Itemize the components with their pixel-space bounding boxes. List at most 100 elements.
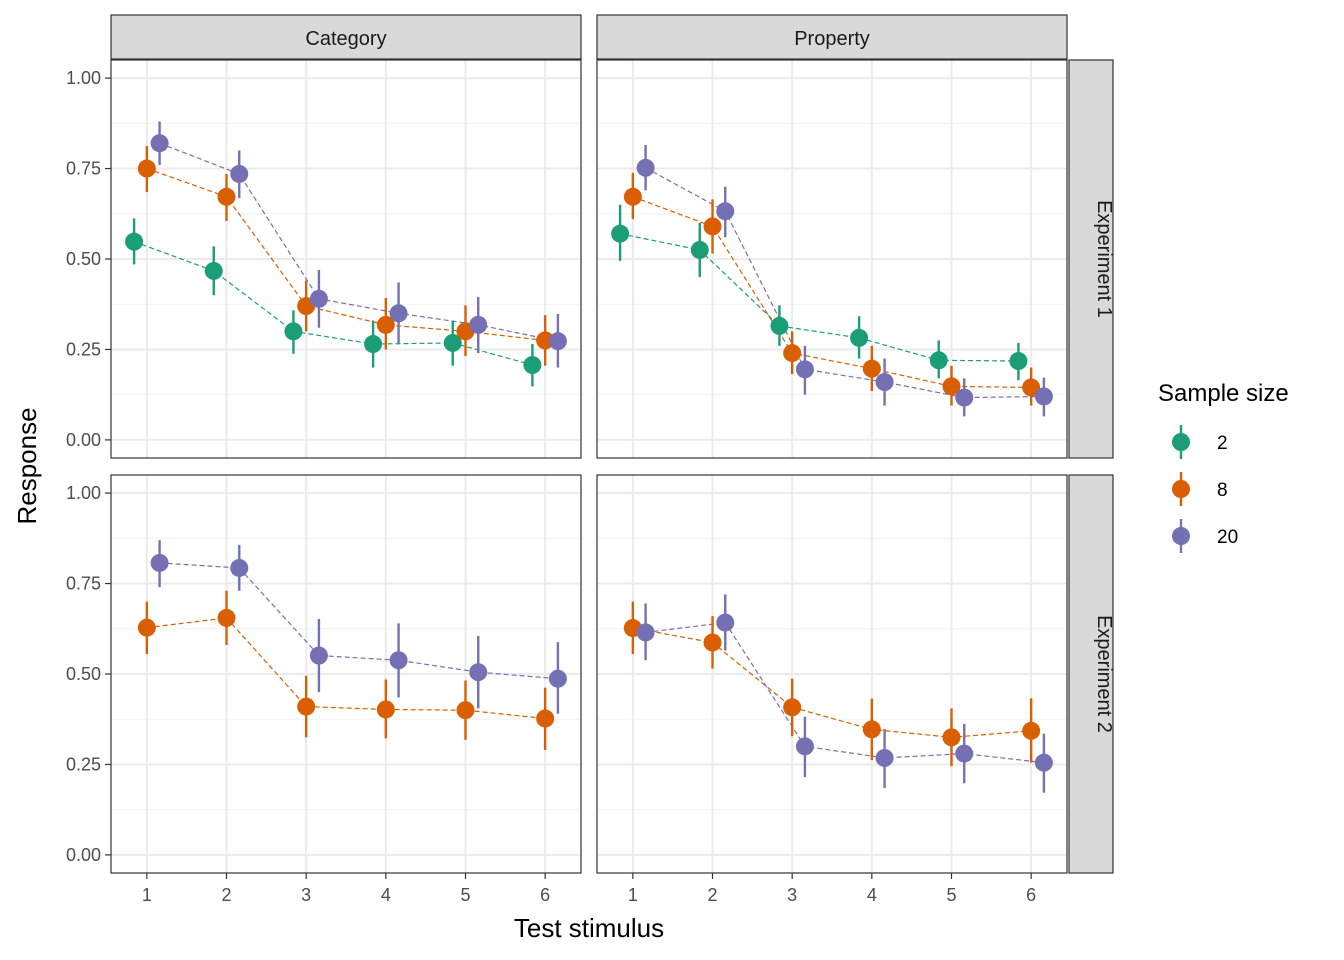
legend-key-point <box>1172 527 1190 545</box>
data-point <box>1022 721 1041 740</box>
data-point <box>942 377 961 396</box>
data-point <box>150 553 169 572</box>
data-point <box>703 633 722 652</box>
data-point <box>217 187 236 206</box>
legend-item-2: 2 <box>1172 425 1228 459</box>
legend-item-20: 20 <box>1172 519 1238 553</box>
legend-key-point <box>1172 480 1190 498</box>
data-point <box>1009 352 1028 371</box>
data-point <box>955 388 974 407</box>
x-tick-label: 4 <box>381 885 391 905</box>
data-point <box>204 261 223 280</box>
series-line-8 <box>632 627 1032 738</box>
data-point <box>389 304 408 323</box>
data-point <box>862 720 881 739</box>
data-point <box>770 316 789 335</box>
data-point <box>389 651 408 670</box>
data-point <box>284 322 303 341</box>
strip-category <box>110 14 582 60</box>
data-point <box>875 373 894 392</box>
x-tick-label: 2 <box>708 885 718 905</box>
series-line-8 <box>146 617 546 720</box>
data-point <box>309 289 328 308</box>
x-tick-label: 3 <box>787 885 797 905</box>
data-point <box>716 202 735 221</box>
data-point <box>636 158 655 177</box>
data-point <box>875 748 894 767</box>
data-point <box>137 159 156 178</box>
legend-item-8: 8 <box>1172 472 1228 506</box>
data-point <box>364 335 383 354</box>
panel-border <box>596 59 1068 459</box>
x-tick-label: 1 <box>628 885 638 905</box>
data-point <box>469 663 488 682</box>
data-point <box>456 701 475 720</box>
data-point <box>1022 378 1041 397</box>
data-point <box>1034 387 1053 406</box>
data-point <box>929 351 948 370</box>
y-tick-label: 0.00 <box>66 430 101 450</box>
data-point <box>230 558 249 577</box>
data-point <box>783 698 802 717</box>
strip-label-experiment-2: Experiment 2 <box>1093 615 1115 733</box>
x-tick-label: 1 <box>142 885 152 905</box>
y-tick-label: 0.50 <box>66 249 101 269</box>
data-point <box>376 700 395 719</box>
legend-label: 2 <box>1217 433 1228 454</box>
y-tick-label: 0.75 <box>66 159 101 179</box>
data-point <box>309 646 328 665</box>
data-point <box>137 618 156 637</box>
strip-experiment-2 <box>1068 474 1114 874</box>
data-point <box>716 613 735 632</box>
y-tick-label: 1.00 <box>66 483 101 503</box>
x-tick-label: 6 <box>1026 885 1036 905</box>
x-tick-label: 2 <box>222 885 232 905</box>
panel-property-experiment-1 <box>596 59 1068 459</box>
data-point <box>1034 753 1053 772</box>
data-point <box>297 697 316 716</box>
data-point <box>217 608 236 627</box>
data-point <box>690 240 709 259</box>
series-line-2 <box>133 241 533 366</box>
data-point <box>795 360 814 379</box>
y-tick-label: 0.00 <box>66 845 101 865</box>
x-tick-label: 4 <box>867 885 877 905</box>
data-point <box>523 356 542 375</box>
data-point <box>376 315 395 334</box>
data-point <box>942 728 961 747</box>
legend-title: Sample size <box>1158 380 1289 407</box>
y-tick-label: 0.75 <box>66 574 101 594</box>
data-point <box>955 744 974 763</box>
y-tick-label: 0.25 <box>66 339 101 359</box>
data-point <box>862 359 881 378</box>
x-tick-label: 3 <box>301 885 311 905</box>
panel-category-experiment-1: 0.00 0.25 0.50 0.75 1.00 <box>66 59 582 459</box>
data-point <box>536 331 555 350</box>
data-point <box>548 669 567 688</box>
data-point <box>469 315 488 334</box>
data-point <box>548 332 567 351</box>
series-line-2 <box>619 233 1019 362</box>
x-axis-title: Test stimulus <box>514 913 664 943</box>
strip-property <box>596 14 1068 60</box>
data-point <box>850 328 869 347</box>
data-point <box>611 224 630 243</box>
data-point <box>150 134 169 153</box>
data-point <box>636 623 655 642</box>
data-point <box>125 232 144 251</box>
legend-label: 20 <box>1217 527 1238 548</box>
data-point <box>443 333 462 352</box>
panel-property-experiment-2: 1 2 3 4 5 6 <box>596 474 1068 905</box>
strip-label-experiment-1: Experiment 1 <box>1093 200 1115 318</box>
x-tick-label: 5 <box>460 885 470 905</box>
legend-label: 8 <box>1217 480 1228 501</box>
series-line-20 <box>159 142 559 342</box>
data-point <box>703 217 722 236</box>
y-tick-label: 1.00 <box>66 68 101 88</box>
y-tick-label: 0.50 <box>66 664 101 684</box>
strip-label-property: Property <box>794 28 870 50</box>
legend-key-point <box>1172 433 1190 451</box>
data-point <box>230 164 249 183</box>
series-line-20 <box>159 562 558 680</box>
